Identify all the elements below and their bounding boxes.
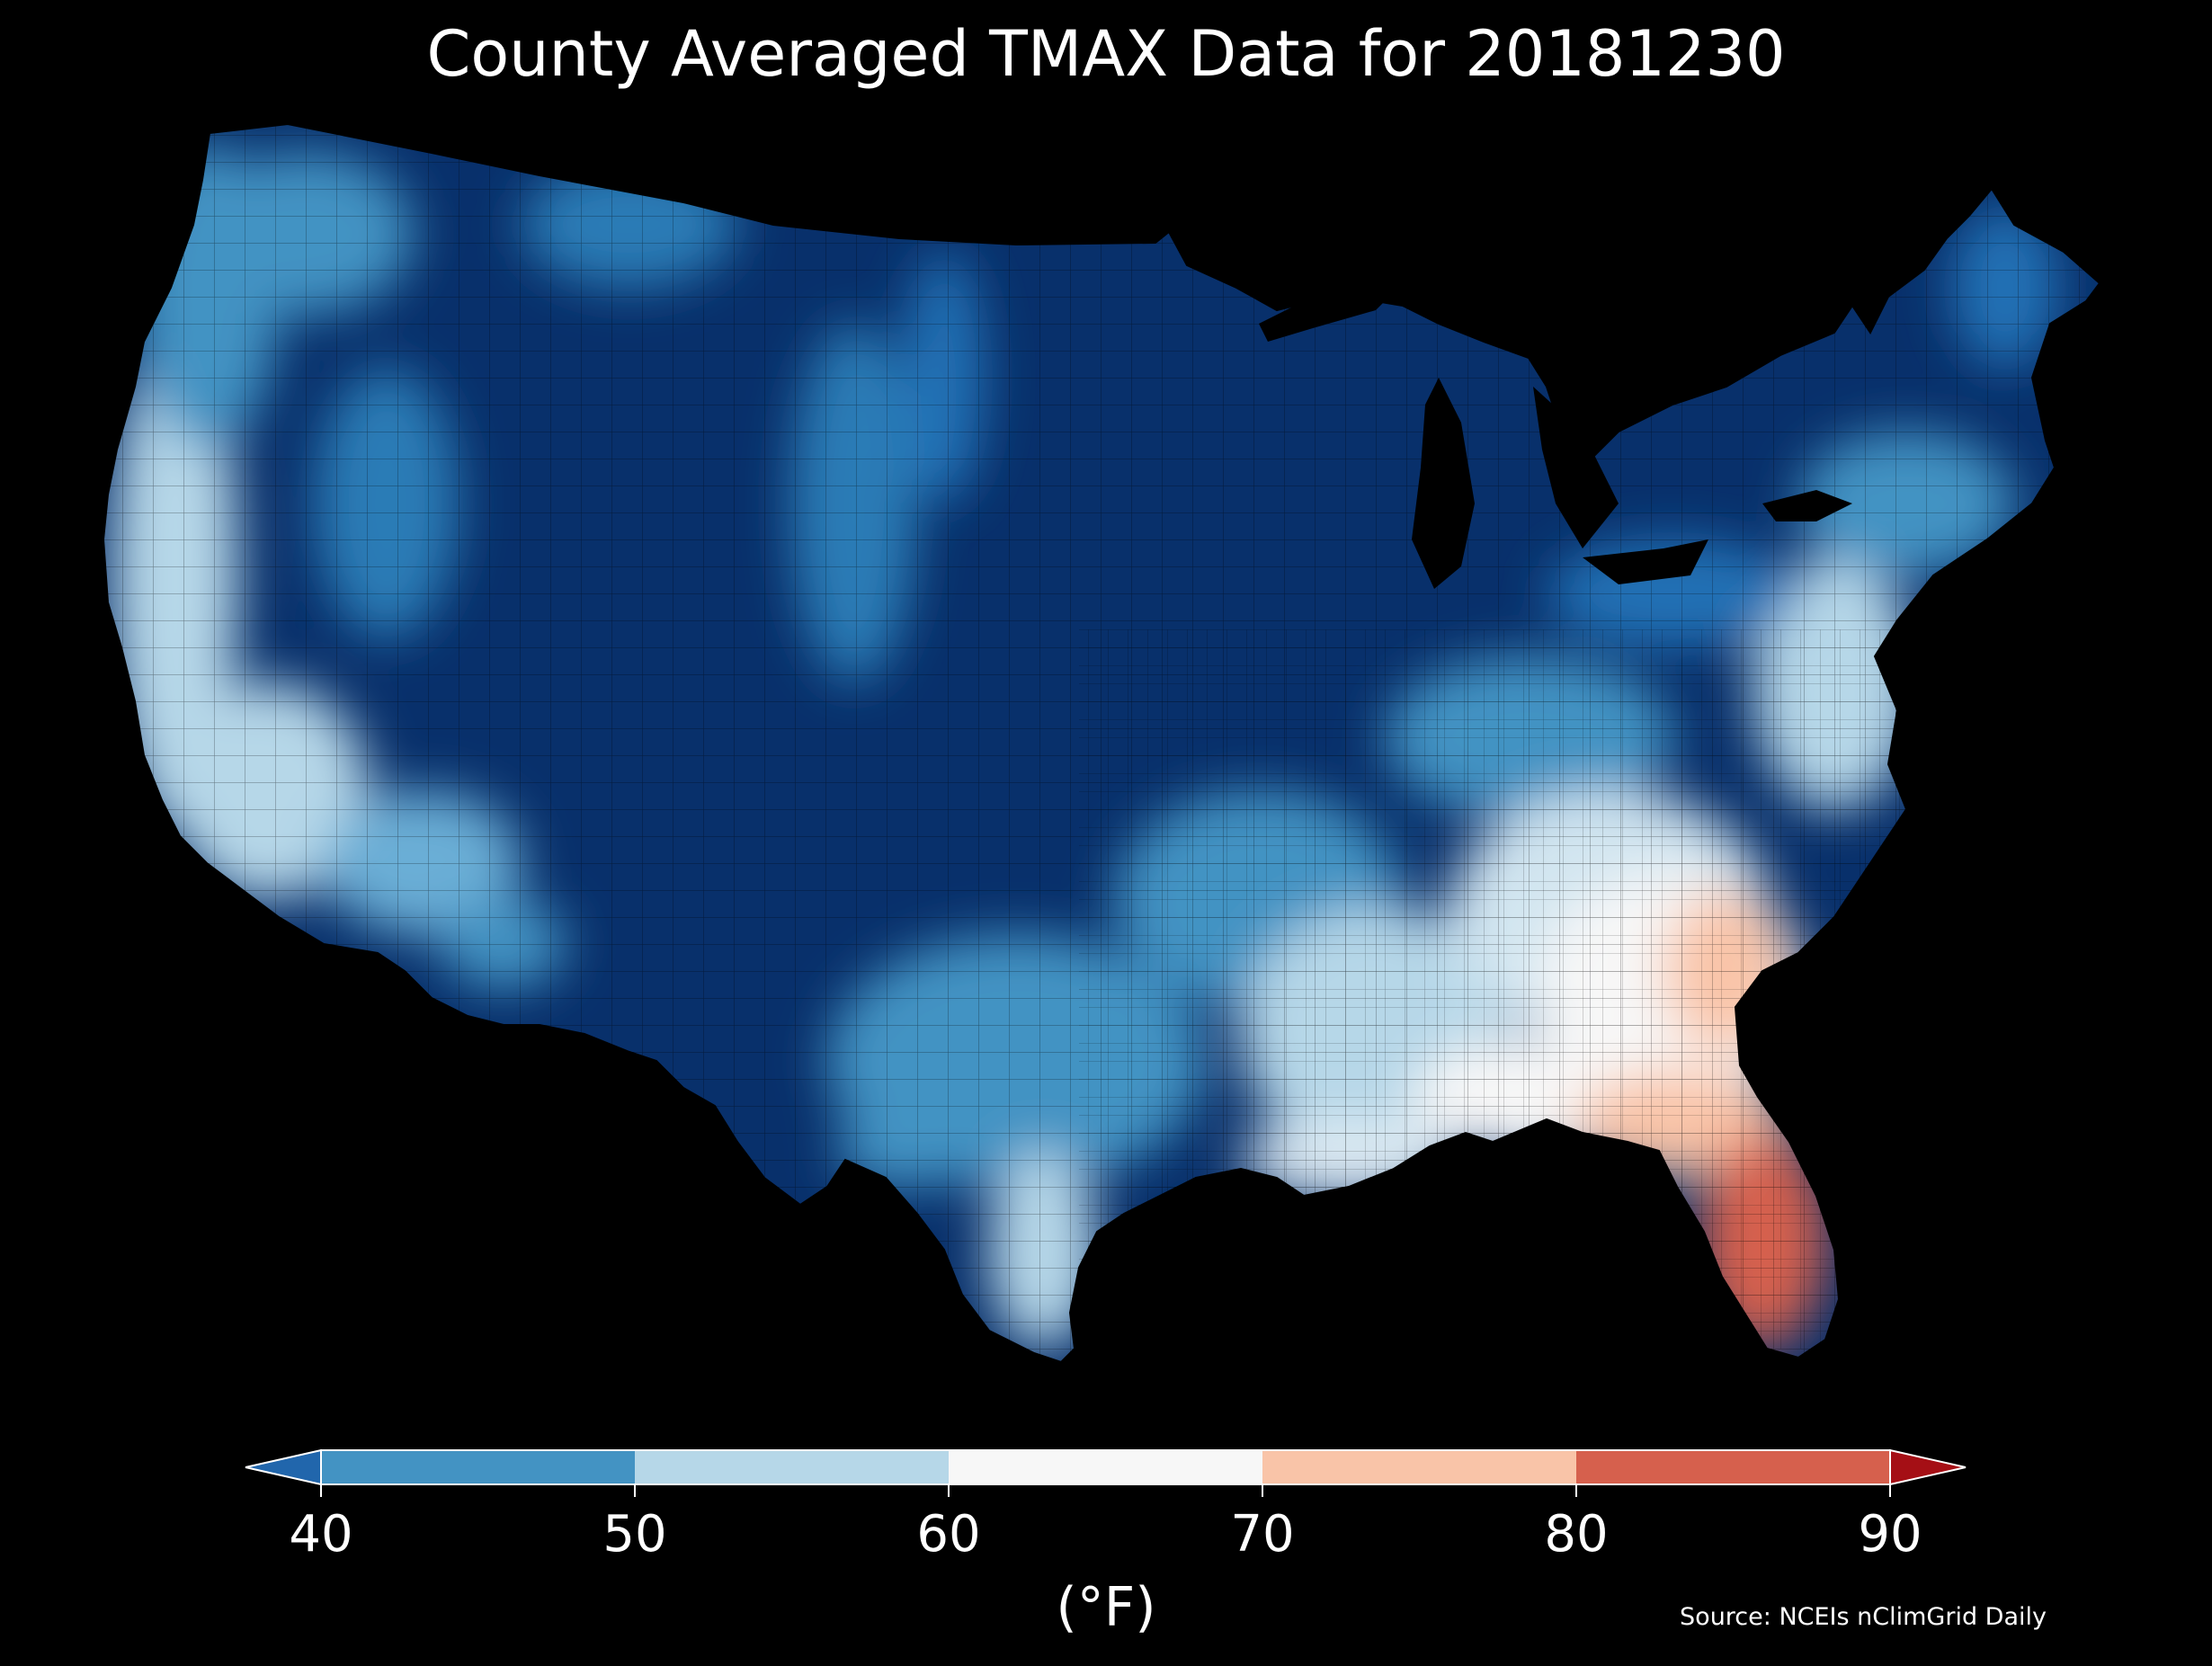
colorbar-tick-label: 60	[916, 1505, 981, 1564]
colorbar-frame	[320, 1449, 1891, 1485]
colorbar-tick-label: 90	[1858, 1505, 1922, 1564]
map-title: County Averaged TMAX Data for 20181230	[426, 17, 1786, 91]
colorbar-extend-low	[245, 1448, 322, 1486]
source-credit: Source: NCEIs nClimGrid Daily	[1680, 1603, 2047, 1631]
great-lakes	[1259, 283, 1852, 589]
colorbar-bin	[321, 1450, 635, 1484]
colorbar-unit-label: (°F)	[1056, 1576, 1156, 1639]
map-outline	[102, 122, 2101, 1364]
colorbar	[245, 1448, 1967, 1497]
colorbar-bin	[1262, 1450, 1576, 1484]
colorbar-tick-label: 70	[1230, 1505, 1295, 1564]
colorbar-bin	[949, 1450, 1262, 1484]
colorbar-extend-high	[1889, 1448, 1967, 1486]
colorbar-tick-label: 40	[289, 1505, 353, 1564]
colorbar-tick-label: 80	[1544, 1505, 1609, 1564]
colorbar-bin	[635, 1450, 949, 1484]
colorbar-tick-label: 50	[602, 1505, 667, 1564]
colorbar-bin	[1576, 1450, 1890, 1484]
